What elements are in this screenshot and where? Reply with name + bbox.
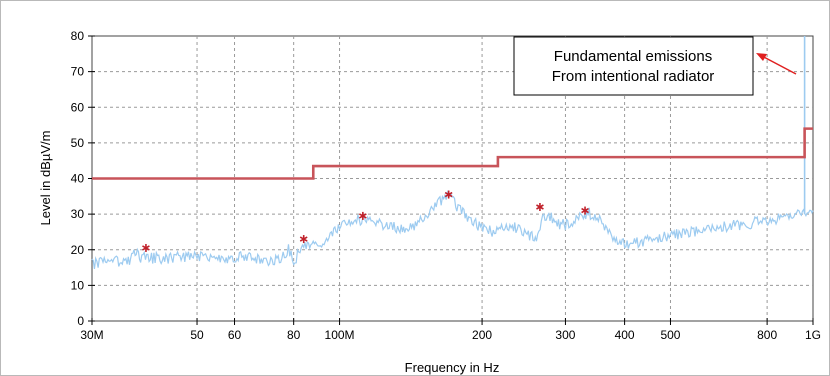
peak-marker (299, 235, 308, 244)
peak-marker (536, 203, 544, 211)
x-tick-label: 200 (472, 328, 492, 342)
peak-marker (581, 206, 589, 215)
annotation-box (513, 36, 754, 96)
spectrum-trace (91, 189, 814, 269)
x-tick-labels: 30M 50 60 80 100M 200 300 400 500 800 1G (80, 328, 821, 342)
y-tick-labels: 0 10 20 30 40 50 60 70 80 (71, 29, 85, 328)
x-tick-label: 60 (228, 328, 242, 342)
y-tick-label: 40 (71, 172, 85, 186)
x-tick-label: 800 (757, 328, 777, 342)
axis-ticks (88, 35, 814, 325)
chart-series (91, 36, 814, 269)
x-tick-label: 400 (615, 328, 635, 342)
annotation-arrowhead (756, 53, 767, 61)
x-tick-label: 1G (805, 328, 821, 342)
x-tick-label: 30M (80, 328, 103, 342)
peak-marker (358, 211, 367, 220)
annotation-line-2: From intentional radiator (552, 68, 715, 85)
y-tick-label: 0 (77, 314, 84, 328)
limit-line (92, 127, 813, 180)
y-tick-label: 20 (71, 243, 85, 257)
y-tick-label: 70 (71, 65, 85, 79)
x-axis-title: Frequency in Hz (405, 360, 500, 375)
peak-marker (444, 190, 453, 199)
annotation-arrow (759, 54, 797, 75)
x-tick-label: 80 (287, 328, 301, 342)
x-tick-label: 300 (555, 328, 575, 342)
y-tick-label: 50 (71, 136, 85, 150)
x-tick-label: 100M (325, 328, 355, 342)
annotation-group: Fundamental emissions From intentional r… (513, 36, 797, 96)
grid-lines (92, 36, 813, 321)
annotation-line-1: Fundamental emissions (554, 48, 712, 65)
y-tick-label: 10 (71, 278, 85, 292)
y-tick-label: 80 (71, 29, 85, 43)
x-tick-label: 50 (190, 328, 204, 342)
y-axis-title: Level in dBµV/m (38, 131, 53, 226)
y-tick-label: 60 (71, 100, 85, 114)
x-tick-label: 500 (660, 328, 680, 342)
peak-marker (142, 243, 150, 252)
y-tick-label: 30 (71, 207, 85, 221)
